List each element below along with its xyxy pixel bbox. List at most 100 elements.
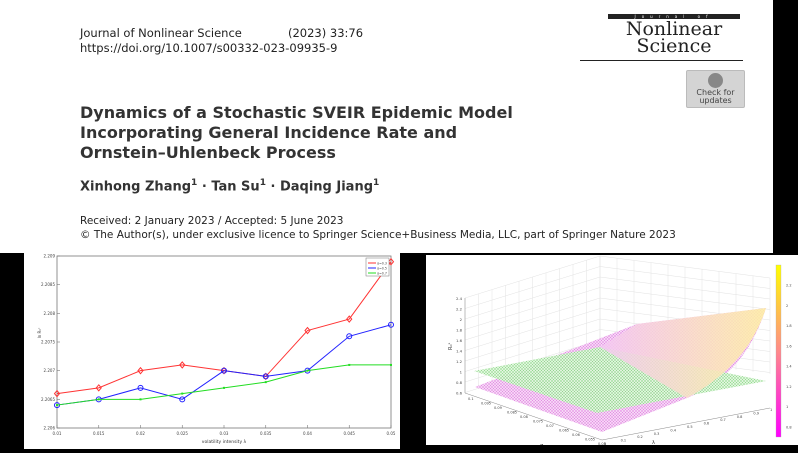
y-tick-label: 2.207 bbox=[44, 368, 56, 373]
y-tick-label: 0.08 bbox=[520, 415, 528, 419]
y-tick-label: 0.095 bbox=[481, 402, 491, 406]
axis-line bbox=[464, 392, 603, 441]
data-point bbox=[304, 326, 311, 335]
x-tick-label: 0.9 bbox=[753, 411, 759, 415]
z-tick-label: 1.2 bbox=[456, 359, 463, 364]
data-point bbox=[348, 363, 351, 366]
data-point bbox=[221, 367, 227, 374]
data-point bbox=[346, 333, 353, 340]
x-tick-label: 0.04 bbox=[303, 431, 312, 436]
citation: (2023) 33:76 bbox=[288, 26, 364, 40]
data-point bbox=[137, 384, 144, 391]
journal-logo: Journal of Nonlinear Science bbox=[604, 14, 744, 56]
legend-label: α=0.3 bbox=[377, 261, 387, 265]
y-tick-label: 0.06 bbox=[572, 433, 580, 437]
y-tick-label: 0.07 bbox=[546, 424, 554, 428]
z-tick-label: 0.6 bbox=[456, 391, 463, 396]
data-point bbox=[346, 315, 353, 323]
data-point bbox=[179, 396, 186, 403]
x-tick-label: 0.5 bbox=[687, 425, 693, 429]
z-axis-label: R₀ˢ bbox=[448, 343, 454, 350]
y-tick-label: 2.206 bbox=[44, 426, 56, 431]
data-point bbox=[264, 381, 267, 384]
y-tick-label: 0.075 bbox=[533, 420, 543, 424]
data-point bbox=[223, 386, 225, 389]
y-tick-label: 0.1 bbox=[468, 397, 474, 401]
journal-name: Journal of Nonlinear Science bbox=[80, 26, 242, 40]
x-tick-label: 0 bbox=[604, 442, 606, 445]
paper-header: Journal of Nonlinear Science (2023) 33:7… bbox=[0, 0, 773, 253]
data-point bbox=[95, 384, 102, 392]
surface-chart-panel: 0.6 0.8 1 1.2 1.4 1.6 1.8 2 2.2 2.4 0 0.1 0.2 0.3 0.4 0… bbox=[426, 255, 798, 449]
data-point bbox=[97, 398, 100, 401]
author: Daqing Jiang bbox=[279, 179, 374, 195]
threshold-plane bbox=[474, 347, 766, 413]
x-tick-label: 0.05 bbox=[387, 431, 396, 436]
bookmark-icon bbox=[708, 73, 723, 88]
x-tick-label: 0.045 bbox=[344, 431, 356, 436]
y-tick-label: 2.209 bbox=[44, 254, 56, 259]
x-tick-label: 0.3 bbox=[654, 432, 660, 436]
data-point bbox=[306, 369, 309, 372]
x-tick-label: 0.015 bbox=[93, 431, 105, 436]
z-tick-label: 1.6 bbox=[456, 338, 463, 343]
data-point bbox=[387, 257, 395, 266]
z-tick-label: 2 bbox=[460, 317, 463, 322]
surface-chart: 0.6 0.8 1 1.2 1.4 1.6 1.8 2 2.2 2.4 0 0.1 0.2 0.3 0.4 0… bbox=[448, 255, 792, 449]
x-axis-label: λ bbox=[652, 440, 655, 445]
z-tick-label: 2.4 bbox=[456, 296, 463, 301]
line-chart: 2.206 2.2065 2.207 2.2075 2.208 2.2085 2.209 0.… bbox=[37, 254, 396, 446]
axis-line bbox=[601, 407, 771, 441]
data-point bbox=[53, 389, 61, 398]
colorbar-tick-label: 2.2 bbox=[786, 284, 792, 288]
x-tick-label: 0.2 bbox=[637, 435, 643, 439]
data-point bbox=[390, 363, 392, 366]
header-rule bbox=[580, 60, 743, 61]
publication-dates: Received: 2 January 2023 / Accepted: 5 J… bbox=[80, 215, 676, 241]
copyright: © The Author(s), under exclusive licence… bbox=[80, 229, 676, 241]
x-tick-label: 0.7 bbox=[720, 418, 726, 422]
y-tick-label: 2.208 bbox=[44, 311, 56, 316]
data-point bbox=[137, 366, 144, 375]
y-tick-label: 2.2075 bbox=[41, 340, 55, 345]
check-for-updates-button[interactable]: Check for updates bbox=[686, 70, 745, 108]
data-point bbox=[220, 366, 228, 375]
x-tick-label: 0.025 bbox=[177, 431, 189, 436]
y-tick-label: 2.2085 bbox=[41, 282, 55, 287]
data-point bbox=[139, 398, 142, 401]
doi-link[interactable]: https://doi.org/10.1007/s00332-023-09935… bbox=[80, 41, 338, 55]
colorbar-tick-label: 1 bbox=[786, 405, 788, 409]
z-tick-label: 1.8 bbox=[456, 328, 463, 333]
y-tick-label: 2.2065 bbox=[41, 397, 55, 402]
y-tick-label: 0.065 bbox=[559, 429, 569, 433]
colorbar-tick-label: 0.8 bbox=[786, 426, 792, 430]
y-tick-label: 0.09 bbox=[494, 406, 502, 410]
author: Xinhong Zhang bbox=[80, 179, 192, 195]
colorbar-tick-label: 1.6 bbox=[786, 344, 792, 348]
data-point bbox=[181, 392, 184, 395]
data-point bbox=[56, 404, 58, 407]
y-axis-label: σ bbox=[540, 443, 544, 445]
colorbar-tick-label: 1.2 bbox=[786, 385, 792, 389]
colorbar-tick-label: 2 bbox=[786, 304, 788, 308]
z-tick-label: 0.8 bbox=[456, 380, 463, 385]
author: Tan Su bbox=[211, 179, 260, 195]
y-tick-label: 0.085 bbox=[507, 411, 517, 415]
legend-label: α=0.7 bbox=[377, 271, 387, 275]
colorbar bbox=[775, 264, 782, 438]
x-tick-label: 0.6 bbox=[704, 422, 710, 426]
x-tick-label: 0.02 bbox=[136, 431, 145, 436]
x-axis-label: volatility intensity λ bbox=[202, 439, 247, 445]
data-point bbox=[388, 321, 394, 328]
line-chart-panel: 2.206 2.2065 2.207 2.2075 2.208 2.2085 2.209 0.… bbox=[24, 253, 400, 449]
legend-label: α=0.5 bbox=[377, 266, 387, 270]
z-tick-label: 2.2 bbox=[456, 307, 463, 312]
paper-title: Dynamics of a Stochastic SVEIR Epidemic … bbox=[80, 103, 513, 162]
y-tick-label: 0.05 bbox=[598, 442, 606, 445]
surface-upper bbox=[600, 308, 766, 398]
data-point bbox=[179, 361, 186, 369]
y-tick-label: 0.055 bbox=[585, 438, 595, 442]
series-line bbox=[56, 324, 392, 406]
colorbar-tick-label: 1.4 bbox=[786, 365, 792, 369]
colorbar-tick-label: 1.8 bbox=[786, 324, 792, 328]
